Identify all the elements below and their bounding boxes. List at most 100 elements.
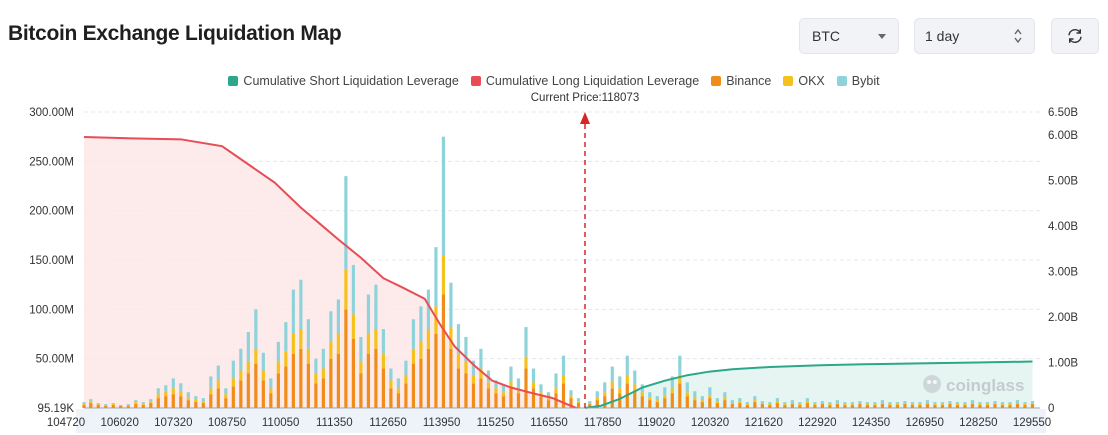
bar-okx: [471, 375, 476, 384]
bar-okx: [389, 380, 393, 389]
x-tick-label: 122920: [798, 417, 836, 429]
bar-bybit: [246, 332, 250, 362]
bar-okx: [970, 403, 975, 405]
legend-label: OKX: [798, 74, 825, 88]
bar-okx: [1008, 404, 1012, 406]
bar-bybit: [828, 402, 832, 405]
bar-bybit: [479, 348, 483, 369]
bar-bybit: [276, 341, 280, 362]
bar-binance: [670, 393, 674, 408]
bar-binance: [835, 404, 839, 408]
bar-binance: [753, 402, 757, 408]
bar-okx: [531, 382, 536, 389]
bar-bybit: [633, 370, 637, 385]
bar-binance: [224, 398, 228, 408]
bar-binance: [471, 383, 476, 408]
bar-bybit: [284, 322, 288, 352]
bar-okx: [381, 353, 386, 369]
bar-okx: [648, 397, 652, 401]
bar-bybit: [164, 385, 168, 392]
bar-binance: [880, 404, 885, 408]
bar-bybit: [1000, 402, 1005, 405]
bar-binance: [820, 404, 824, 408]
bar-bybit: [179, 383, 183, 392]
bar-okx: [291, 334, 295, 354]
bar-binance: [126, 406, 130, 408]
legend-item-okx[interactable]: OKX: [783, 74, 825, 88]
bar-okx: [858, 403, 862, 405]
bar-binance: [940, 405, 945, 408]
bar-binance: [524, 368, 528, 408]
bar-okx: [276, 361, 280, 374]
bar-binance: [978, 405, 982, 408]
legend-item-binance[interactable]: Binance: [711, 74, 771, 88]
bar-okx: [561, 375, 566, 384]
bar-okx: [171, 388, 175, 395]
bar-okx: [933, 404, 937, 406]
legend-item-short[interactable]: Cumulative Short Liquidation Leverage: [228, 74, 459, 88]
bar-binance: [194, 402, 198, 408]
bar-bybit: [231, 360, 235, 379]
bar-bybit: [933, 402, 937, 405]
bar-okx: [299, 329, 303, 349]
bar-okx: [865, 404, 870, 406]
bar-binance: [531, 388, 536, 408]
bar-binance: [865, 405, 870, 408]
bar-bybit: [1015, 400, 1020, 404]
bar-bybit: [381, 329, 386, 354]
bar-okx: [269, 388, 273, 394]
legend-item-bybit[interactable]: Bybit: [836, 74, 880, 88]
bar-bybit: [753, 396, 757, 401]
bar-bybit: [299, 279, 303, 330]
bar-bybit: [419, 306, 423, 341]
bar-binance: [111, 405, 115, 408]
bar-bybit: [963, 402, 967, 405]
x-tick-label: 115250: [477, 417, 515, 429]
bar-bybit: [760, 401, 764, 404]
refresh-button[interactable]: [1051, 18, 1099, 54]
range-select[interactable]: 1 day: [914, 18, 1035, 54]
bar-okx: [820, 403, 824, 405]
bar-okx: [314, 373, 318, 384]
bar-bybit: [955, 402, 960, 405]
legend-label: Binance: [726, 74, 772, 88]
bar-okx: [700, 400, 704, 403]
bar-bybit: [835, 400, 839, 404]
bar-binance: [648, 400, 652, 408]
bar-okx: [618, 388, 622, 394]
bar-okx: [738, 401, 742, 404]
bar-binance: [134, 404, 138, 408]
bar-okx: [873, 404, 877, 406]
bar-okx: [678, 375, 682, 384]
bar-binance: [381, 368, 386, 408]
bar-bybit: [783, 402, 787, 405]
bar-bybit: [618, 376, 622, 389]
coin-select[interactable]: BTC: [799, 18, 899, 54]
bar-binance: [903, 404, 907, 408]
bar-okx: [903, 403, 907, 405]
bar-bybit: [625, 355, 629, 376]
bar-binance: [186, 400, 190, 408]
legend-item-long[interactable]: Cumulative Long Liquidation Leverage: [470, 74, 699, 88]
bar-okx: [164, 391, 168, 397]
bar-okx: [186, 397, 190, 401]
bar-bybit: [269, 378, 273, 389]
bar-okx: [753, 400, 757, 403]
bar-bybit: [186, 392, 190, 398]
x-tick-label: 120320: [691, 417, 729, 429]
bar-binance: [595, 400, 599, 408]
bar-okx: [516, 388, 521, 394]
y-right-tick-label: 0: [1048, 403, 1054, 415]
bar-okx: [306, 348, 310, 364]
bar-okx: [404, 375, 408, 384]
bar-okx: [835, 403, 839, 405]
bar-bybit: [993, 401, 997, 404]
bar-binance: [1023, 405, 1027, 408]
bar-bybit: [134, 400, 138, 403]
y-left-tick-label: 50.00M: [36, 354, 74, 366]
current-price-marker: Current Price:118073: [531, 92, 639, 408]
bar-binance: [798, 405, 802, 408]
bar-okx: [963, 404, 967, 406]
bar-bybit: [569, 390, 573, 396]
chart-area-fills: [84, 137, 1033, 409]
